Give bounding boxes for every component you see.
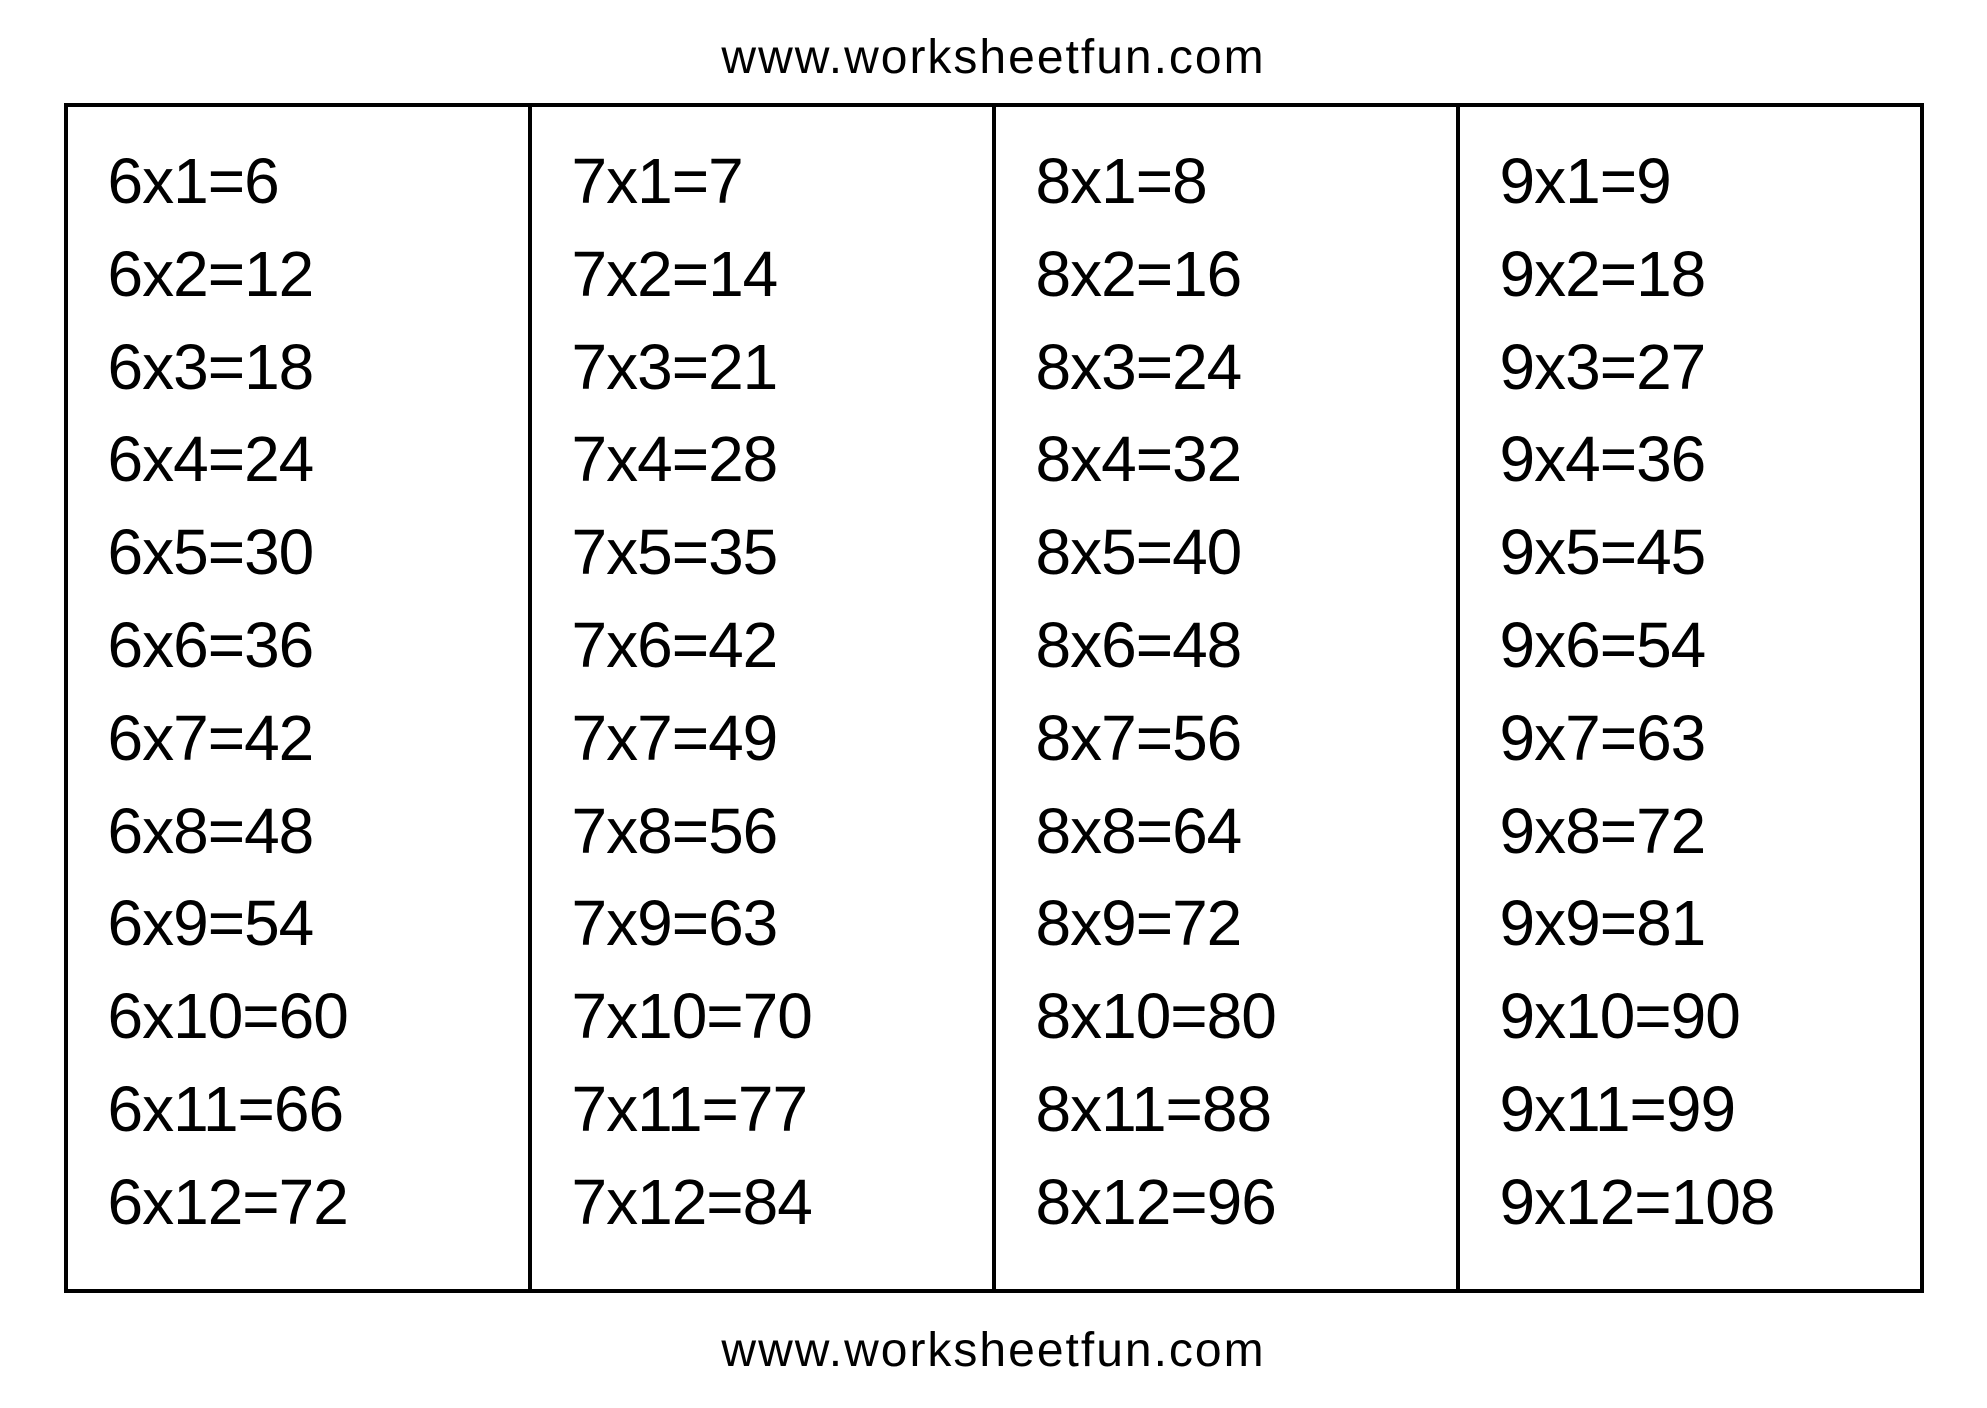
- column-8x: 8x1=8 8x2=16 8x3=24 8x4=32 8x5=40 8x6=48…: [992, 107, 1456, 1289]
- equation: 9x11=99: [1500, 1063, 1890, 1156]
- equation: 8x3=24: [1036, 321, 1426, 414]
- equation: 9x9=81: [1500, 877, 1890, 970]
- equation: 7x5=35: [572, 506, 962, 599]
- equation: 8x9=72: [1036, 877, 1426, 970]
- equation: 9x7=63: [1500, 692, 1890, 785]
- equation: 7x11=77: [572, 1063, 962, 1156]
- equation: 9x10=90: [1500, 970, 1890, 1063]
- equation: 9x6=54: [1500, 599, 1890, 692]
- equation: 9x5=45: [1500, 506, 1890, 599]
- equation: 6x11=66: [108, 1063, 498, 1156]
- equation: 6x4=24: [108, 413, 498, 506]
- equation: 7x8=56: [572, 785, 962, 878]
- equation: 7x1=7: [572, 135, 962, 228]
- equation: 6x12=72: [108, 1156, 498, 1249]
- equation: 8x11=88: [1036, 1063, 1426, 1156]
- equation: 8x8=64: [1036, 785, 1426, 878]
- equation: 6x2=12: [108, 228, 498, 321]
- equation: 8x2=16: [1036, 228, 1426, 321]
- equation: 6x8=48: [108, 785, 498, 878]
- equation: 8x12=96: [1036, 1156, 1426, 1249]
- equation: 6x10=60: [108, 970, 498, 1063]
- equation: 7x7=49: [572, 692, 962, 785]
- equation: 7x2=14: [572, 228, 962, 321]
- equation: 9x3=27: [1500, 321, 1890, 414]
- equation: 8x4=32: [1036, 413, 1426, 506]
- column-7x: 7x1=7 7x2=14 7x3=21 7x4=28 7x5=35 7x6=42…: [528, 107, 992, 1289]
- equation: 9x2=18: [1500, 228, 1890, 321]
- equation: 7x9=63: [572, 877, 962, 970]
- equation: 6x1=6: [108, 135, 498, 228]
- equation: 9x12=108: [1500, 1156, 1890, 1249]
- header-url: www.worksheetfun.com: [64, 30, 1924, 85]
- equation: 9x4=36: [1500, 413, 1890, 506]
- column-6x: 6x1=6 6x2=12 6x3=18 6x4=24 6x5=30 6x6=36…: [68, 107, 528, 1289]
- equation: 7x12=84: [572, 1156, 962, 1249]
- equation: 6x9=54: [108, 877, 498, 970]
- equation: 8x6=48: [1036, 599, 1426, 692]
- equation: 9x8=72: [1500, 785, 1890, 878]
- multiplication-table: 6x1=6 6x2=12 6x3=18 6x4=24 6x5=30 6x6=36…: [64, 103, 1924, 1293]
- equation: 8x5=40: [1036, 506, 1426, 599]
- equation: 6x3=18: [108, 321, 498, 414]
- equation: 7x3=21: [572, 321, 962, 414]
- equation: 7x4=28: [572, 413, 962, 506]
- equation: 8x7=56: [1036, 692, 1426, 785]
- equation: 7x10=70: [572, 970, 962, 1063]
- equation: 7x6=42: [572, 599, 962, 692]
- equation: 6x5=30: [108, 506, 498, 599]
- equation: 6x7=42: [108, 692, 498, 785]
- worksheet-page: www.worksheetfun.com 6x1=6 6x2=12 6x3=18…: [64, 20, 1924, 1388]
- equation: 8x1=8: [1036, 135, 1426, 228]
- equation: 8x10=80: [1036, 970, 1426, 1063]
- equation: 9x1=9: [1500, 135, 1890, 228]
- equation: 6x6=36: [108, 599, 498, 692]
- footer-url: www.worksheetfun.com: [64, 1323, 1924, 1378]
- column-9x: 9x1=9 9x2=18 9x3=27 9x4=36 9x5=45 9x6=54…: [1456, 107, 1920, 1289]
